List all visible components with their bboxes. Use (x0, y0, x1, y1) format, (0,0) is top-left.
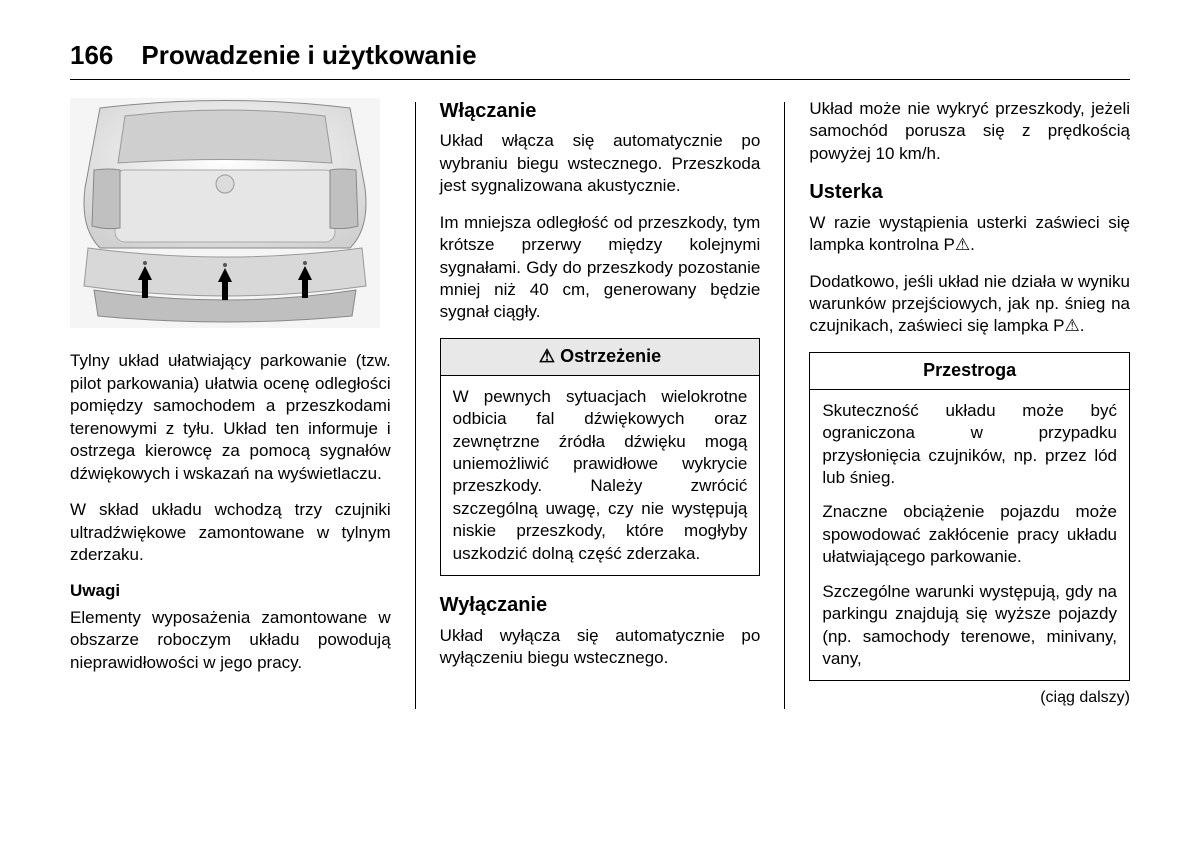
col3-para2-b: . (970, 235, 975, 254)
caution-para1: Skuteczność układu może być ograniczona … (822, 400, 1117, 490)
col3-para1: Układ może nie wykryć przeszkody, jeżeli… (809, 98, 1130, 165)
col1-note-body: Elementy wyposażenia zamontowane w obsza… (70, 607, 391, 674)
park-warning-icon-2: P⚠ (1053, 316, 1080, 335)
warning-body: W pewnych sytuacjach wielokrotne odbicia… (453, 386, 748, 566)
chapter-title: Prowadzenie i użytkowanie (141, 40, 476, 71)
col2-para1: Układ włącza się automatycznie po wybran… (440, 130, 761, 197)
warning-icon: ⚠ (539, 346, 555, 366)
warning-title: ⚠ Ostrzeżenie (441, 339, 760, 376)
col3-heading-fault: Usterka (809, 179, 1130, 205)
col3-para3-b: . (1080, 316, 1085, 335)
car-rear-illustration (70, 98, 380, 328)
column-separator-1 (415, 102, 416, 709)
column-separator-2 (784, 102, 785, 709)
continued-marker: (ciąg dalszy) (809, 687, 1130, 708)
col2-heading-activation: Włączanie (440, 98, 761, 124)
caution-para2: Znaczne obciążenie pojazdu może spowodow… (822, 501, 1117, 568)
col2-heading-deactivation: Wyłączanie (440, 592, 761, 618)
page-header: 166 Prowadzenie i użytkowanie (70, 40, 1130, 71)
col1-para1: Tylny układ ułatwiający parkowanie (tzw.… (70, 350, 391, 485)
col2-para2: Im mniejsza odległość od przeszkody, tym… (440, 212, 761, 324)
caution-box: Przestroga Skuteczność układu może być o… (809, 352, 1130, 682)
header-rule (70, 79, 1130, 80)
warning-box: ⚠ Ostrzeżenie W pewnych sytuacjach wielo… (440, 338, 761, 576)
warning-title-text: Ostrzeżenie (560, 346, 661, 366)
column-1: Tylny układ ułatwiający parkowanie (tzw.… (70, 98, 391, 709)
col1-note-heading: Uwagi (70, 580, 391, 602)
col3-para2: W razie wystąpienia usterki zaświeci się… (809, 212, 1130, 257)
col1-para2: W skład układu wchodzą trzy czujniki ult… (70, 499, 391, 566)
page-number: 166 (70, 40, 113, 71)
park-warning-icon: P⚠ (944, 235, 971, 254)
caution-para3: Szczególne warunki występują, gdy na par… (822, 581, 1117, 671)
caution-title: Przestroga (810, 353, 1129, 390)
column-3: Układ może nie wykryć przeszkody, jeżeli… (809, 98, 1130, 709)
col2-para3: Układ wyłącza się automatycznie po wyłąc… (440, 625, 761, 670)
col3-para3: Dodatkowo, jeśli układ nie działa w wyni… (809, 271, 1130, 338)
column-2: Włączanie Układ włącza się automatycznie… (440, 98, 761, 709)
